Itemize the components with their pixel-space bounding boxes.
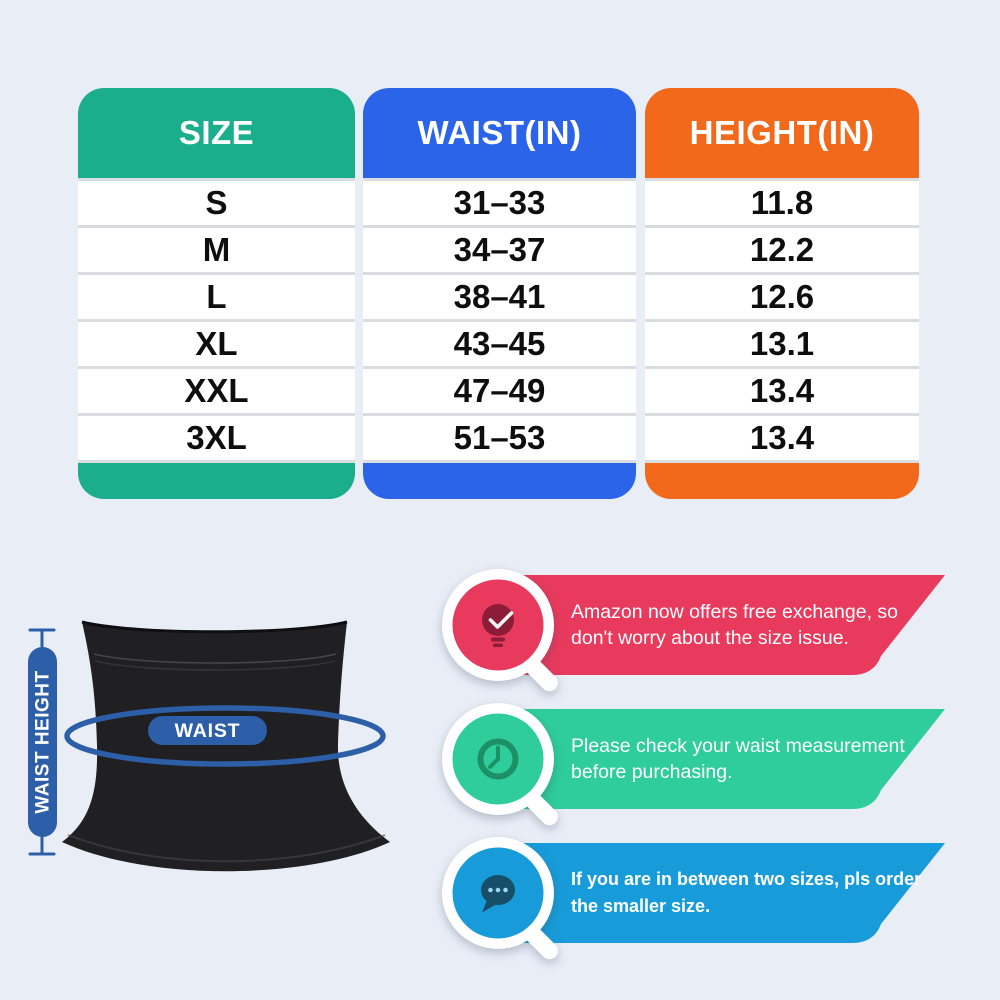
column-footer-bar — [645, 463, 919, 499]
table-cell: 3XL — [78, 416, 355, 463]
table-cell: 12.2 — [645, 228, 919, 275]
column-cells-height: 11.8 12.2 12.6 13.1 13.4 13.4 — [645, 178, 919, 463]
column-header-height: HEIGHT(IN) — [645, 88, 919, 178]
callout-line: don't worry about the size issue. — [571, 627, 849, 649]
table-cell: 43–45 — [363, 322, 636, 369]
waist-pill — [148, 716, 267, 745]
garment-stitch-line — [94, 660, 336, 671]
magnifier-badge — [442, 837, 558, 960]
callout-line: before purchasing. — [571, 761, 733, 783]
table-cell: 11.8 — [645, 181, 919, 228]
table-cell: 12.6 — [645, 275, 919, 322]
magnifier-badge — [442, 569, 558, 692]
table-cell: 13.1 — [645, 322, 919, 369]
column-header-waist: WAIST(IN) — [363, 88, 636, 178]
table-cell: 34–37 — [363, 228, 636, 275]
callout-line: Please check your waist measurement — [571, 734, 905, 757]
waist-measure-ellipse — [64, 705, 386, 767]
callout-line: Amazon now offers free exchange, so — [571, 600, 898, 623]
chat-dots — [488, 887, 508, 893]
clock-icon — [477, 738, 519, 780]
magnifier-badge — [442, 703, 558, 826]
column-cells-size: S M L XL XXL 3XL — [78, 178, 355, 463]
waist-label: WAIST — [175, 720, 241, 742]
garment-stitch-line — [93, 653, 337, 664]
garment-hem-line — [67, 834, 386, 863]
callout-between-sizes: If you are in between two sizes, pls ord… — [442, 837, 945, 960]
callout-banner — [505, 575, 945, 675]
callout-banner — [505, 843, 945, 943]
checkmark-icon — [488, 611, 514, 629]
table-column-waist: WAIST(IN) 31–33 34–37 38–41 43–45 47–49 … — [363, 88, 636, 499]
column-header-size: SIZE — [78, 88, 355, 178]
column-footer-bar — [78, 463, 355, 499]
table-cell: 13.4 — [645, 416, 919, 463]
callout-text: Amazon now offers free exchange, so don'… — [571, 575, 898, 675]
waist-height-label: WAIST HEIGHT — [33, 670, 54, 813]
waist-height-pill — [28, 647, 57, 837]
table-column-size: SIZE S M L XL XXL 3XL — [78, 88, 355, 499]
table-cell: XXL — [78, 369, 355, 416]
table-cell: 38–41 — [363, 275, 636, 322]
table-cell: L — [78, 275, 355, 322]
callout-banner — [505, 709, 945, 809]
callout-line: the smaller size. — [571, 896, 711, 916]
column-cells-waist: 31–33 34–37 38–41 43–45 47–49 51–53 — [363, 178, 636, 463]
callout-text: Please check your waist measurement befo… — [571, 709, 905, 809]
callout-check-measurement: Please check your waist measurement befo… — [442, 703, 945, 826]
table-cell: 31–33 — [363, 181, 636, 228]
table-cell: 47–49 — [363, 369, 636, 416]
table-cell: S — [78, 181, 355, 228]
table-column-height: HEIGHT(IN) 11.8 12.2 12.6 13.1 13.4 13.4 — [645, 88, 919, 499]
column-footer-bar — [363, 463, 636, 499]
table-cell: 51–53 — [363, 416, 636, 463]
waist-trainer-illustration: WAIST HEIGHT WAIST — [28, 620, 390, 872]
garment-top-rim — [81, 620, 348, 634]
table-cell: M — [78, 228, 355, 275]
table-cell: 13.4 — [645, 369, 919, 416]
callout-text: If you are in between two sizes, pls ord… — [571, 843, 921, 943]
table-cell: XL — [78, 322, 355, 369]
callout-free-exchange: Amazon now offers free exchange, so don'… — [442, 569, 945, 692]
callout-line: If you are in between two sizes, pls ord… — [571, 869, 922, 889]
waist-trainer-garment — [62, 622, 390, 872]
lightbulb-check-icon — [482, 604, 514, 647]
